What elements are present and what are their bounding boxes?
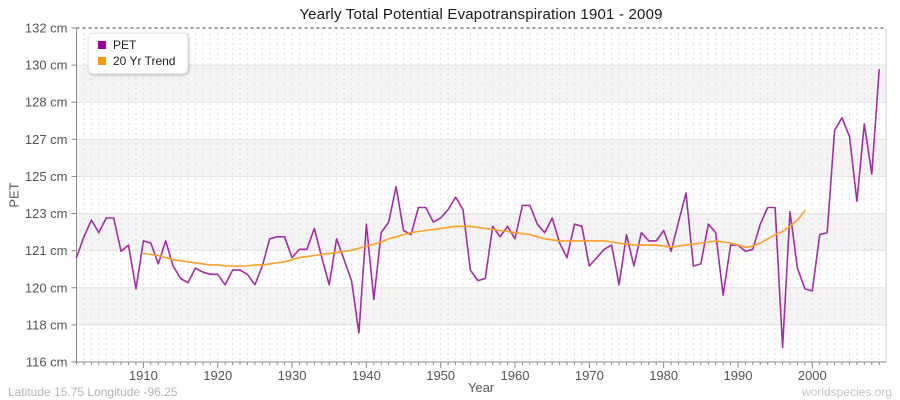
- legend-label-trend: 20 Yr Trend: [113, 54, 176, 68]
- plot-band: [76, 250, 886, 288]
- y-tick-label: 116 cm: [26, 355, 68, 370]
- plot-band: [76, 213, 886, 251]
- plot-band: [76, 176, 886, 214]
- x-tick-label: 1910: [129, 368, 158, 383]
- legend-label-pet: PET: [113, 38, 137, 52]
- y-tick-label: 128 cm: [25, 95, 68, 110]
- x-tick-label: 1920: [203, 368, 232, 383]
- y-tick-label: 120 cm: [25, 280, 68, 295]
- legend-item-pet: PET: [98, 38, 175, 52]
- x-axis-title: Year: [467, 380, 495, 395]
- x-tick-label: 1990: [724, 368, 753, 383]
- coordinates-label: Latitude 15.75 Longitude -96.25: [8, 385, 178, 399]
- x-tick-label: 1950: [426, 368, 455, 383]
- y-axis-title: PET: [6, 182, 22, 208]
- y-tick-label: 121 cm: [25, 243, 68, 258]
- y-tick-label: 123 cm: [25, 206, 68, 221]
- x-tick-label: 1980: [649, 368, 678, 383]
- x-tick-label: 1970: [575, 368, 604, 383]
- series-line-pet: [75, 69, 881, 349]
- y-tick-label: 130 cm: [25, 58, 68, 73]
- y-tick-label: 118 cm: [26, 317, 68, 332]
- y-tick-label: 132 cm: [25, 21, 68, 36]
- x-tick-label: 1940: [352, 368, 381, 383]
- plot-band: [76, 28, 886, 66]
- series-line-20-yr-trend: [142, 209, 806, 267]
- chart-title: Yearly Total Potential Evapotranspiratio…: [299, 6, 663, 23]
- plot-band: [76, 65, 886, 103]
- y-tick-label: 127 cm: [25, 132, 68, 147]
- pet-series-marker-icon: [98, 41, 106, 49]
- plot-band: [76, 324, 886, 362]
- trend-series-marker-icon: [98, 57, 106, 65]
- legend-item-trend: 20 Yr Trend: [98, 54, 175, 68]
- x-tick-label: 1960: [501, 368, 530, 383]
- plot-band: [76, 139, 886, 177]
- plot-band: [76, 102, 886, 140]
- x-tick-label: 2000: [798, 368, 827, 383]
- legend: PET 20 Yr Trend: [88, 33, 189, 74]
- y-tick-label: 125 cm: [25, 169, 68, 184]
- plot-band: [76, 287, 886, 325]
- watermark-label: worldspecies.org: [801, 385, 892, 399]
- x-tick-label: 1930: [278, 368, 307, 383]
